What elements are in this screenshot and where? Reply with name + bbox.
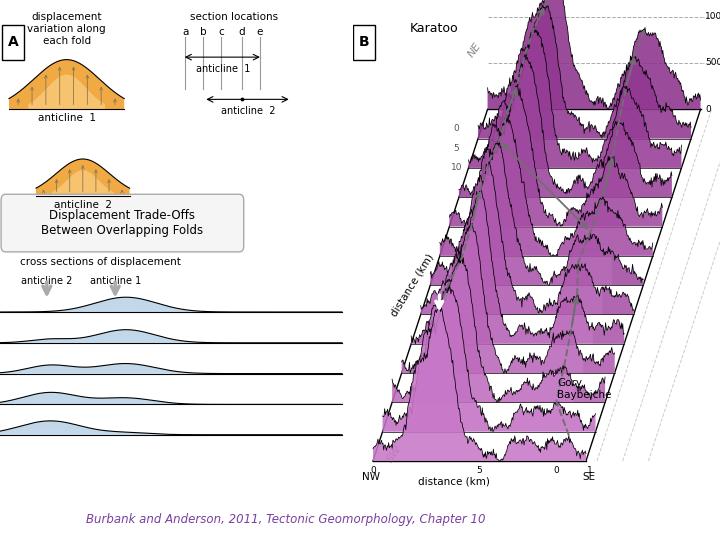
Text: c: c — [219, 28, 224, 37]
Text: anticline  1: anticline 1 — [37, 113, 96, 123]
Text: e: e — [257, 28, 263, 37]
Text: cross sections of displacement: cross sections of displacement — [20, 258, 181, 267]
Text: d: d — [238, 28, 246, 37]
Text: 5: 5 — [477, 466, 482, 475]
Text: anticline 2: anticline 2 — [21, 276, 73, 286]
FancyBboxPatch shape — [1, 25, 24, 59]
Text: A: A — [8, 35, 18, 49]
Text: 0: 0 — [705, 105, 711, 114]
Text: distance (km): distance (km) — [418, 477, 490, 487]
Text: Burbank and Anderson, 2011, Tectonic Geomorphology, Chapter 10: Burbank and Anderson, 2011, Tectonic Geo… — [86, 514, 486, 526]
Text: 0: 0 — [370, 466, 376, 475]
Text: Karatoo: Karatoo — [410, 22, 459, 35]
Text: 0: 0 — [554, 466, 559, 475]
Text: displacement
variation along
each fold: displacement variation along each fold — [27, 12, 106, 45]
Text: anticline  2: anticline 2 — [221, 106, 276, 116]
FancyBboxPatch shape — [353, 25, 375, 59]
Text: SW: SW — [386, 443, 405, 464]
Text: anticline 1: anticline 1 — [89, 276, 141, 286]
Text: section locations: section locations — [190, 12, 278, 23]
Text: 1000: 1000 — [705, 12, 720, 21]
Text: NW: NW — [362, 472, 380, 482]
Text: Displacement Trade-Offs
Between Overlapping Folds: Displacement Trade-Offs Between Overlapp… — [41, 209, 204, 237]
Text: a: a — [182, 28, 189, 37]
Text: b: b — [200, 28, 207, 37]
Text: NE: NE — [467, 40, 483, 59]
Text: 1: 1 — [587, 466, 593, 475]
Text: anticline  1: anticline 1 — [196, 64, 251, 73]
Text: SE: SE — [582, 472, 595, 482]
Text: B: B — [359, 35, 369, 49]
Text: Gory
Baybeiche: Gory Baybeiche — [557, 379, 612, 400]
Text: 500: 500 — [705, 58, 720, 68]
Text: 0
5
10: 0 5 10 — [451, 124, 462, 172]
FancyBboxPatch shape — [1, 194, 243, 252]
Text: distance (km): distance (km) — [389, 252, 435, 318]
Text: anticline  2: anticline 2 — [54, 200, 112, 210]
